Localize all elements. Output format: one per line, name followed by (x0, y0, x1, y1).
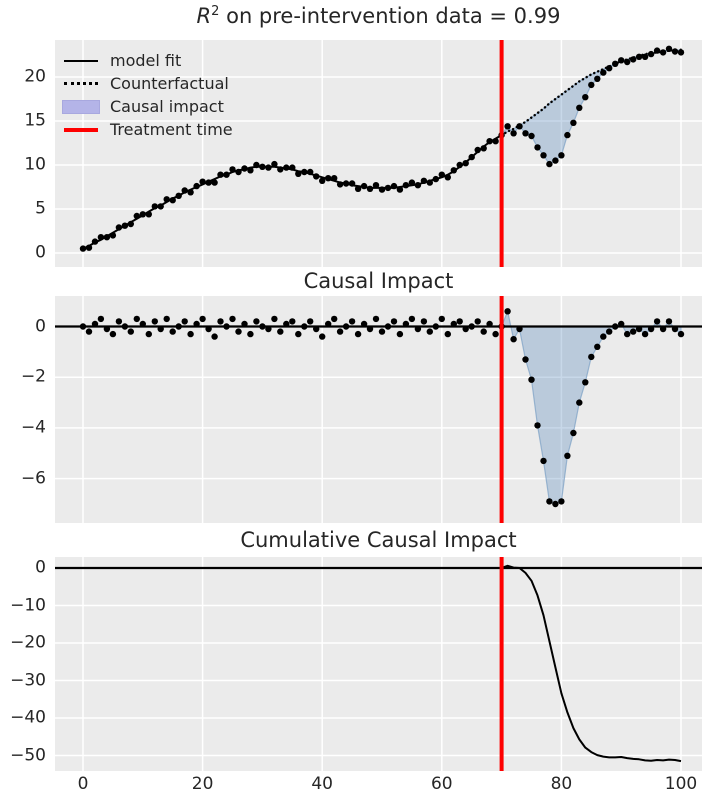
plot-panel (55, 40, 702, 267)
legend-label-model-fit: model fit (110, 51, 182, 70)
dotted-line-icon (64, 82, 98, 85)
causal-impact-plot-title: Causal Impact (303, 269, 454, 293)
cumulative-impact-line (83, 564, 682, 763)
red-line-icon (64, 127, 98, 132)
observed-scatter (79, 45, 685, 252)
plot-panel (55, 296, 702, 523)
subplot-2 (55, 557, 702, 771)
plot-panel (55, 557, 702, 771)
title-rest: on pre-intervention data = 0.99 (219, 4, 561, 28)
legend-item-counterfactual: Counterfactual (62, 72, 233, 95)
cumulative-impact-plot-title: Cumulative Causal Impact (240, 528, 517, 552)
pointwise-impact-scatter (79, 308, 685, 508)
legend-label-counterfactual: Counterfactual (110, 74, 229, 93)
title-math-r: R (196, 4, 212, 28)
legend-item-model-fit: model fit (62, 49, 233, 72)
legend: model fit Counterfactual Causal impact T… (62, 49, 233, 141)
subplot-0 (55, 40, 702, 267)
fill-patch-icon (62, 99, 100, 114)
top-plot-title: R2 on pre-intervention data = 0.99 (55, 4, 702, 28)
solid-line-icon (64, 59, 98, 62)
grid-lines (55, 40, 702, 267)
legend-item-treatment-time: Treatment time (62, 118, 233, 141)
legend-sample-model-fit (62, 59, 100, 62)
legend-label-treatment-time: Treatment time (110, 120, 233, 139)
legend-sample-causal-impact (62, 99, 100, 114)
legend-sample-treatment-time (62, 127, 100, 132)
legend-label-causal-impact: Causal impact (110, 97, 224, 116)
subplot-1 (55, 296, 702, 523)
title-superscript: 2 (211, 4, 220, 19)
legend-sample-counterfactual (62, 82, 100, 85)
legend-item-causal-impact: Causal impact (62, 95, 233, 118)
